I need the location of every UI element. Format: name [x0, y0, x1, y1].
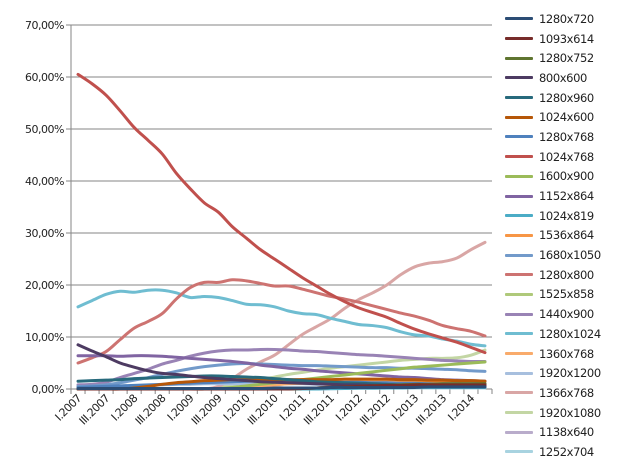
legend-label: 1360x768 [539, 346, 594, 361]
x-tick-label: III.2011 [301, 392, 337, 428]
legend-swatch [505, 332, 533, 336]
legend-item: 1093x614 [505, 29, 601, 49]
legend-label: 1525x858 [539, 287, 594, 302]
legend-label: 1280x752 [539, 51, 594, 66]
legend-swatch [505, 174, 533, 178]
legend-swatch [505, 155, 533, 159]
legend-swatch [505, 253, 533, 257]
legend-item: 1536x864 [505, 226, 601, 246]
y-axis: 0,00% 10,00% 20,00% 30,00% 40,00% 50,00% 60,00… [25, 19, 72, 396]
y-tick-label: 30,00% [25, 227, 64, 240]
legend-swatch [505, 96, 533, 100]
series-line-1152x864 [76, 354, 487, 383]
y-tick-label: 10,00% [25, 331, 64, 344]
legend-item: 1280x752 [505, 48, 601, 68]
legend-item: 1280x720 [505, 9, 601, 29]
legend-item: 1280x960 [505, 88, 601, 108]
legend-label: 1920x1200 [539, 366, 601, 381]
y-tick-label: 70,00% [25, 19, 64, 32]
legend-item: 1024x819 [505, 206, 601, 226]
y-tick-label: 40,00% [25, 175, 64, 188]
legend-swatch [505, 312, 533, 316]
x-tick-label: III.2010 [245, 392, 281, 428]
legend-swatch [505, 273, 533, 277]
legend-label: 1280x800 [539, 267, 594, 282]
legend-item: 1252x704 [505, 442, 601, 462]
legend-swatch [505, 352, 533, 356]
legend-item: 1440x900 [505, 304, 601, 324]
legend-label: 800x600 [539, 70, 587, 85]
y-tick-label: 60,00% [25, 71, 64, 84]
series-line-1280x1024 [76, 288, 487, 348]
legend-label: 1680x1050 [539, 248, 601, 263]
legend-swatch [505, 411, 533, 415]
legend-item: 1024x600 [505, 107, 601, 127]
legend-label: 1024x768 [539, 149, 594, 164]
legend-swatch [505, 233, 533, 237]
legend-item: 1360x768 [505, 344, 601, 364]
legend-label: 1280x960 [539, 90, 594, 105]
legend-label: 1280x1024 [539, 326, 601, 341]
legend-label: 1152x864 [539, 189, 594, 204]
legend-label: 1252x704 [539, 444, 594, 459]
legend-label: 1138x640 [539, 425, 594, 440]
legend-item: 1280x800 [505, 265, 601, 285]
series-line-1024x768 [76, 72, 487, 355]
legend-swatch [505, 115, 533, 119]
x-tick-label: III.2012 [357, 392, 393, 428]
legend-item: 1920x1080 [505, 403, 601, 423]
legend-swatch [505, 214, 533, 218]
legend-item: 800x600 [505, 68, 601, 88]
x-tick-label: I.2014 [445, 392, 477, 424]
y-tick-label: 20,00% [25, 279, 64, 292]
legend-item: 1138x640 [505, 422, 601, 442]
legend-label: 1024x600 [539, 110, 594, 125]
legend-label: 1280x768 [539, 129, 594, 144]
legend-swatch [505, 430, 533, 434]
series-line-1280x720 [76, 385, 487, 391]
legend-swatch [505, 56, 533, 60]
legend-swatch [505, 37, 533, 41]
legend-item: 1525x858 [505, 285, 601, 305]
legend-swatch [505, 292, 533, 296]
legend-item: 1280x1024 [505, 324, 601, 344]
legend-label: 1093x614 [539, 31, 594, 46]
legend-swatch [505, 194, 533, 198]
legend-item: 1366x768 [505, 383, 601, 403]
legend-swatch [505, 135, 533, 139]
x-tick-label: III.2008 [133, 392, 169, 428]
series-lines [76, 72, 487, 391]
x-axis: I.2007III.2007I.2008III.2008I.2009III.20… [52, 388, 493, 428]
x-tick-label: III.2009 [189, 392, 225, 428]
legend-label: 1536x864 [539, 228, 594, 243]
y-tick-label: 50,00% [25, 123, 64, 136]
legend-item: 1680x1050 [505, 245, 601, 265]
legend-label: 1440x900 [539, 307, 594, 322]
legend-item: 1152x864 [505, 186, 601, 206]
y-tick-label: 0,00% [32, 383, 64, 396]
legend-swatch [505, 371, 533, 375]
legend-swatch [505, 76, 533, 80]
legend: 1280x720 1093x614 1280x752 800x600 1280x960 1… [505, 9, 601, 462]
legend-swatch [505, 17, 533, 21]
series-line-1280x800 [76, 278, 487, 365]
legend-label: 1024x819 [539, 208, 594, 223]
legend-swatch [505, 391, 533, 395]
legend-label: 1600x900 [539, 169, 594, 184]
legend-swatch [505, 450, 533, 454]
legend-label: 1280x720 [539, 11, 594, 26]
legend-item: 1920x1200 [505, 363, 601, 383]
legend-label: 1920x1080 [539, 405, 601, 420]
x-tick-label: III.2013 [413, 392, 449, 428]
legend-item: 1600x900 [505, 167, 601, 187]
legend-item: 1280x768 [505, 127, 601, 147]
legend-label: 1366x768 [539, 385, 594, 400]
legend-item: 1024x768 [505, 147, 601, 167]
x-tick-label: III.2007 [77, 392, 113, 428]
